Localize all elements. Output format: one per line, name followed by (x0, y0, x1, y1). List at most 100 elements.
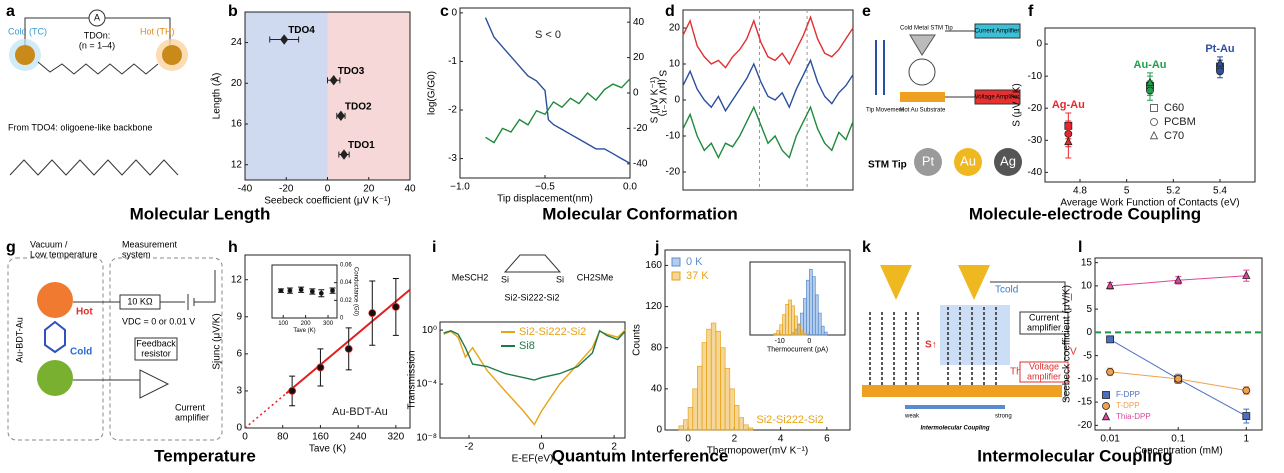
y2-axis-label: Conductance (G0) (353, 267, 359, 316)
legend-label: C60 (1164, 102, 1184, 114)
coupling-label: Intermolecular Coupling (920, 426, 989, 432)
hist-bar (803, 333, 807, 336)
caption: Molecular Conformation (542, 204, 738, 223)
tip-name: Ag (1000, 153, 1016, 168)
panel-g: g Vacuum / Low temperature Measurement s… (6, 239, 223, 441)
hist-bar (788, 299, 792, 336)
hist-bar (785, 303, 789, 336)
point-label: TDO3 (338, 66, 365, 77)
panel-letter: k (862, 239, 871, 256)
hist-bar (692, 388, 698, 431)
y-tick-label: 15 (1081, 257, 1093, 268)
y2-tick-label: 0.06 (340, 263, 352, 269)
y-tick-label: 0 (1086, 327, 1092, 338)
y-axis-label: Seebeck coefficient (μV/K) (1062, 285, 1073, 403)
molecule-label: TDOn: (84, 30, 111, 40)
hist-bar (779, 324, 784, 336)
group-label: Au-Au (1134, 59, 1167, 71)
marker (368, 309, 377, 317)
group-label: Ag-Au (1052, 99, 1085, 111)
x-tick-label: 0 (325, 184, 331, 195)
y-tick-label: 0 (451, 7, 457, 18)
hist-bar (734, 404, 740, 431)
y-axis-label: log(G/G0) (427, 71, 438, 115)
marker (1242, 412, 1251, 420)
group-right: CH2SMe (577, 272, 614, 282)
x-tick-label: -2 (465, 442, 474, 453)
panel-letter: h (228, 239, 238, 256)
y-tick-label: -30 (1028, 135, 1043, 146)
x-tick-label: 100 (278, 321, 289, 327)
marker (1242, 270, 1251, 279)
x-tick-label: 5.4 (1213, 186, 1227, 197)
hist-bar (806, 279, 810, 336)
marker (339, 149, 349, 160)
y-tick-label: -2 (448, 105, 457, 116)
panel-letter: c (440, 3, 449, 20)
y-tick-label: 0 (674, 95, 680, 106)
legend-label: 0 K (686, 256, 703, 268)
voltage-amp-label: Voltage Amplifier (975, 95, 1020, 101)
series-line (443, 329, 626, 381)
y-tick-label: 0 (1036, 39, 1042, 50)
y-tick-label: 120 (645, 301, 662, 312)
note: From TDO4: oligoene-like backbone (8, 122, 152, 132)
substrate (862, 385, 1062, 397)
panel-k: k Tcold Thot I Current amplifier V Volta… (862, 239, 1077, 432)
legend-swatch (671, 271, 681, 281)
y2-tick-label: 0.02 (340, 298, 352, 304)
annotation: Si2-Si222-Si2 (756, 414, 823, 426)
y-tick-label: 10⁻⁸ (416, 433, 437, 444)
legend-swatch (671, 257, 681, 267)
system-box (109, 257, 223, 441)
x-tick-label: 5 (1124, 186, 1130, 197)
x-axis-label: Tave (K) (293, 328, 315, 334)
point-label: TDO4 (288, 25, 315, 36)
point-label: TDO1 (348, 140, 375, 151)
cold-label: Cold (70, 347, 92, 358)
molecules (869, 305, 997, 385)
y-tick-label: 24 (231, 37, 243, 48)
backbone (9, 159, 179, 176)
marker (1105, 280, 1115, 290)
x-tick-label: −1.0 (450, 182, 470, 193)
marker (336, 110, 345, 122)
hist-bar (791, 305, 795, 336)
series-line (682, 105, 854, 160)
tip (880, 265, 912, 300)
hist-bar (687, 407, 694, 431)
marker (1174, 275, 1183, 284)
x-tick-label: −0.5 (535, 182, 555, 193)
movement-label: Tip Movement (866, 108, 904, 114)
wire (73, 270, 216, 310)
y-axis-label: Counts (632, 324, 643, 356)
x-axis-label: Concentration (mM) (1134, 446, 1222, 457)
plot-area (1095, 258, 1262, 430)
x-tick-label: 0 (242, 432, 248, 443)
panel-letter: a (6, 3, 15, 20)
stm-tip-label: STM Tip (868, 160, 907, 171)
y-tick-label: 9 (236, 311, 242, 322)
series-line (682, 15, 854, 69)
tip-name: Au (960, 153, 976, 168)
y-tick-label: -40 (1028, 167, 1043, 178)
marker (344, 345, 353, 353)
x-tick-label: 0 (685, 434, 691, 445)
x-tick-label: 200 (301, 321, 312, 327)
legend-label: Si2-Si222-Si2 (519, 326, 586, 338)
x-tick-label: 320 (388, 432, 405, 443)
y2-tick-label: -40 (633, 158, 648, 169)
y-tick-label: 160 (645, 260, 662, 271)
y-tick-label: -20 (1028, 103, 1043, 114)
y2-tick-label: 0.04 (340, 280, 352, 286)
panel-letter: e (862, 3, 871, 20)
strong: strong (995, 414, 1012, 420)
env-box (7, 257, 104, 441)
current-amp-label: Current Amplifier (975, 29, 1020, 35)
hist-bar (720, 347, 726, 431)
current-amp-label: Current (1029, 312, 1060, 322)
legend-label: C70 (1164, 130, 1184, 142)
panel-letter: d (665, 3, 675, 20)
bdt (44, 320, 66, 354)
panel-i-structure: MeSCH2 Si Si CH2SMe Si2-Si222-Si2 (452, 254, 614, 302)
